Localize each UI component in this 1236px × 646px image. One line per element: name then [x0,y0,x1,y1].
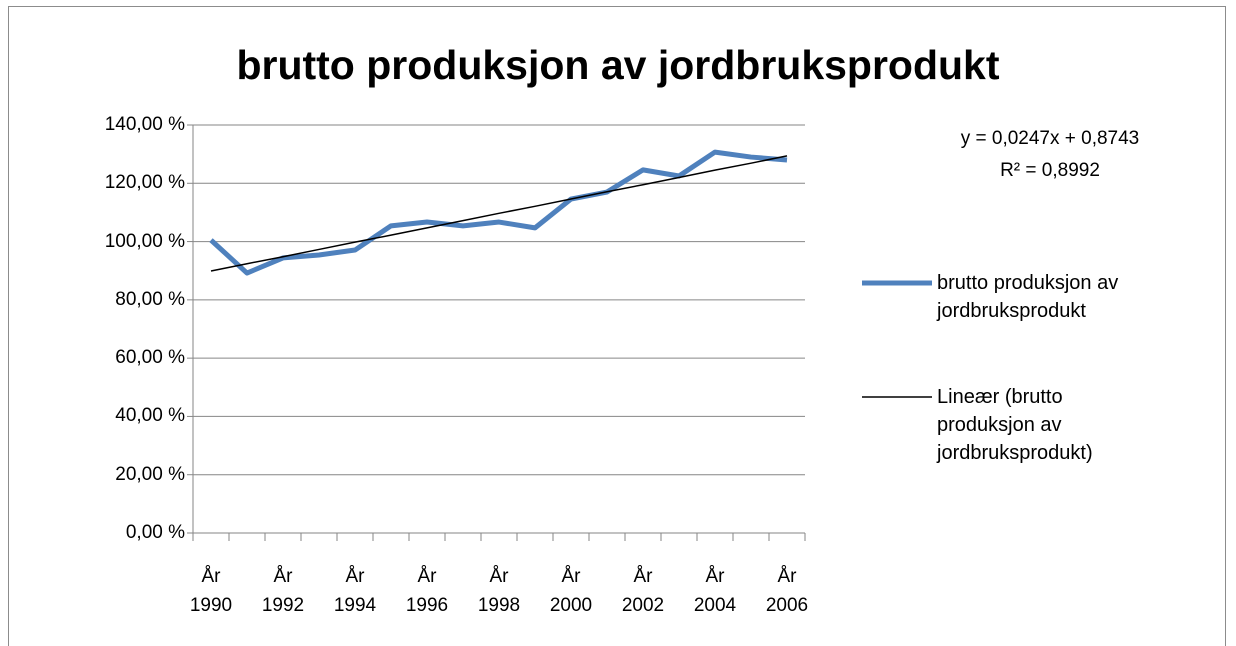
chart-frame [8,6,1226,646]
trend-equation: y = 0,0247x + 0,8743 [960,128,1140,149]
x-tick-label: År 1998 [477,566,521,616]
x-tick-label: År 2004 [693,566,737,616]
x-tick-label: År 1990 [189,566,233,616]
y-tick-label: 20,00 % [115,463,185,485]
legend-label: brutto produksjon av jordbruksprodukt [937,272,1119,322]
y-tick-label: 120,00 % [104,172,185,194]
y-tick-label: 100,00 % [104,230,185,252]
y-tick-label: 80,00 % [115,288,185,310]
chart-title: brutto produksjon av jordbruksprodukt [236,42,1000,88]
y-tick-label: 140,00 % [104,114,185,135]
series-line [209,149,788,276]
x-tick-label: År 1996 [405,566,449,616]
x-tick-label: År 2000 [549,566,593,616]
x-tick-label: År 2002 [621,566,665,616]
x-tick-label: År 1992 [261,566,305,616]
x-tick-label: År 1994 [333,566,377,616]
legend-label: Lineær (brutto produksjon av jordbrukspr… [937,386,1093,464]
y-tick-label: 0,00 % [125,522,185,543]
series-line [210,155,788,272]
x-tick-label: År 2006 [765,566,809,616]
y-tick-label: 60,00 % [115,347,185,369]
trend-r2: R² = 0,8992 [1000,160,1100,181]
y-tick-label: 40,00 % [115,405,185,427]
